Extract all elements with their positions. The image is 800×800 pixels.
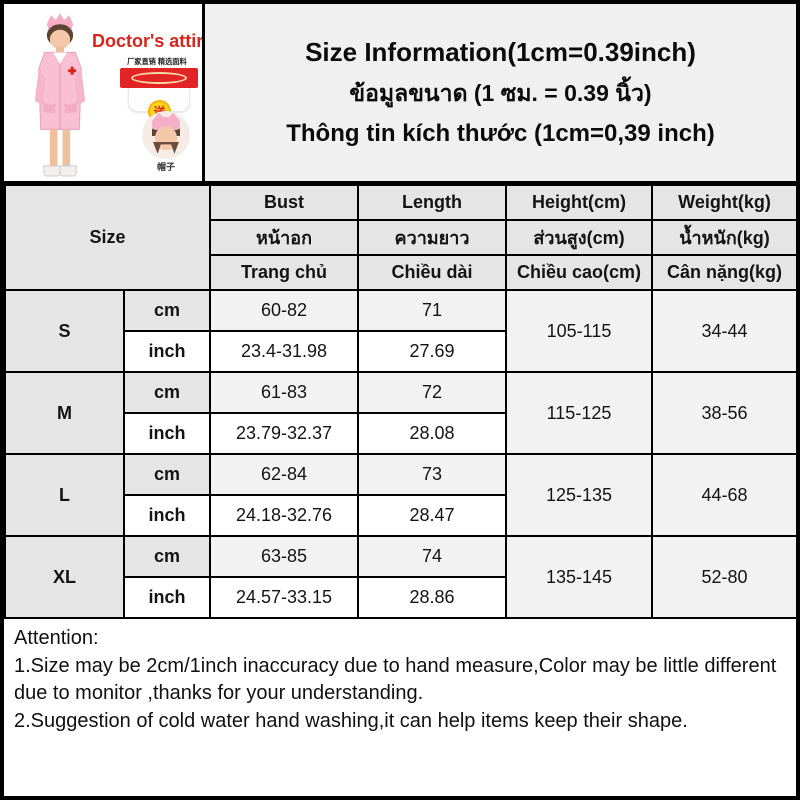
col-length-th: ความยาว	[357, 219, 507, 256]
xl-length-cm: 74	[357, 535, 507, 578]
unit-cm: cm	[123, 453, 211, 496]
unit-cm: cm	[123, 535, 211, 578]
size-header: Size	[4, 184, 211, 291]
l-length-cm: 73	[357, 453, 507, 496]
title-block: Size Information(1cm=0.39inch) ข้อมูลขนา…	[205, 4, 796, 181]
col-bust-en: Bust	[209, 184, 359, 221]
nurse-cap-shape	[152, 112, 180, 130]
size-l: L	[4, 453, 125, 537]
col-weight-th: น้ำหนัก(kg)	[651, 219, 798, 256]
col-weight-en: Weight(kg)	[651, 184, 798, 221]
unit-inch: inch	[123, 330, 211, 373]
row-l-cm: L cm 62-84 73 125-135 44-68	[4, 453, 798, 537]
s-length-inch: 27.69	[357, 330, 507, 373]
unit-inch: inch	[123, 412, 211, 455]
m-bust-inch: 23.79-32.37	[209, 412, 359, 455]
m-bust-cm: 61-83	[209, 371, 359, 414]
col-height-vi: Chiều cao(cm)	[505, 254, 653, 291]
hat-caption: 帽子	[156, 162, 175, 172]
header-row-vi: Trang chủ Chiều dài Chiều cao(cm) Cân nặ…	[5, 254, 798, 291]
s-bust-inch: 23.4-31.98	[209, 330, 359, 373]
title-vietnamese: Thông tin kích thước (1cm=0,39 inch)	[286, 120, 715, 147]
col-bust-th: หน้าอก	[209, 219, 359, 256]
attention-note-1: 1.Size may be 2cm/1inch inaccuracy due t…	[14, 654, 777, 705]
xl-bust-cm: 63-85	[209, 535, 359, 578]
row-xl-inch: inch 24.57-33.15 28.86	[5, 576, 797, 619]
title-thai: ข้อมูลขนาด (1 ซม. = 0.39 นิ้ว)	[349, 80, 652, 106]
row-m-inch: inch 23.79-32.37 28.08	[5, 412, 797, 455]
l-height: 125-135	[505, 453, 653, 537]
s-bust-cm: 60-82	[209, 289, 359, 332]
attention-section: Attention: 1.Size may be 2cm/1inch inacc…	[4, 619, 796, 796]
product-title: Doctor's attire	[92, 31, 205, 51]
col-height-th: ส่วนสูง(cm)	[505, 219, 653, 256]
attention-heading: Attention:	[14, 627, 99, 649]
col-height-en: Height(cm)	[505, 184, 653, 221]
size-table: Size Bust Length Height(cm) Weight(kg) ห…	[4, 184, 798, 619]
size-s: S	[4, 289, 125, 373]
s-height: 105-115	[505, 289, 653, 373]
attention-note-2: 2.Suggestion of cold water hand washing,…	[14, 709, 688, 732]
row-s-cm: S cm 60-82 71 105-115 34-44	[4, 289, 798, 373]
s-length-cm: 71	[357, 289, 507, 332]
size-m: M	[4, 371, 125, 455]
col-length-en: Length	[357, 184, 507, 221]
header-row-th: หน้าอก ความยาว ส่วนสูง(cm) น้ำหนัก(kg)	[5, 219, 798, 256]
girl-in-doctor-coat-illustration	[34, 13, 86, 177]
chinese-caption: 厂家直销 精选面料	[127, 57, 187, 66]
xl-weight: 52-80	[651, 535, 798, 619]
s-weight: 34-44	[651, 289, 798, 373]
col-weight-vi: Cân nặng(kg)	[651, 254, 798, 291]
l-weight: 44-68	[651, 453, 798, 537]
red-promo-banner	[120, 68, 198, 88]
l-bust-cm: 62-84	[209, 453, 359, 496]
header-row-en: Size Bust Length Height(cm) Weight(kg)	[4, 184, 798, 291]
unit-cm: cm	[123, 289, 211, 332]
promo-oval-badge	[131, 72, 187, 84]
row-l-inch: inch 24.18-32.76 28.47	[5, 494, 797, 537]
l-length-inch: 28.47	[357, 494, 507, 537]
m-length-inch: 28.08	[357, 412, 507, 455]
size-xl: XL	[4, 535, 125, 619]
top-band: Doctor's attire 厂家直销 精选面料 送 帽子 Size Info…	[4, 4, 796, 184]
m-weight: 38-56	[651, 371, 798, 455]
xl-height: 135-145	[505, 535, 653, 619]
unit-inch: inch	[123, 576, 211, 619]
m-height: 115-125	[505, 371, 653, 455]
hat-photo-inset	[143, 112, 189, 158]
product-image: Doctor's attire 厂家直销 精选面料 送 帽子	[4, 4, 205, 181]
title-english: Size Information(1cm=0.39inch)	[305, 37, 696, 67]
row-m-cm: M cm 61-83 72 115-125 38-56	[4, 371, 798, 455]
row-xl-cm: XL cm 63-85 74 135-145 52-80	[4, 535, 798, 619]
xl-length-inch: 28.86	[357, 576, 507, 619]
xl-bust-inch: 24.57-33.15	[209, 576, 359, 619]
col-length-vi: Chiều dài	[357, 254, 507, 291]
col-bust-vi: Trang chủ	[209, 254, 359, 291]
m-length-cm: 72	[357, 371, 507, 414]
unit-cm: cm	[123, 371, 211, 414]
l-bust-inch: 24.18-32.76	[209, 494, 359, 537]
unit-inch: inch	[123, 494, 211, 537]
row-s-inch: inch 23.4-31.98 27.69	[5, 330, 797, 373]
